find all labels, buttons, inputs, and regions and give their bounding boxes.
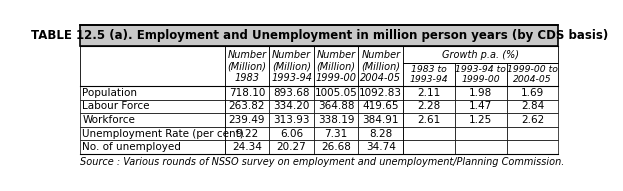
Bar [269,140,314,154]
Bar [506,127,558,140]
Text: 893.68: 893.68 [273,88,310,98]
Bar [314,113,358,127]
Bar [403,86,455,100]
Text: 34.74: 34.74 [366,142,396,152]
Text: 338.19: 338.19 [318,115,354,125]
Text: 313.93: 313.93 [273,115,310,125]
Text: Number
(Million)
2004-05: Number (Million) 2004-05 [360,50,401,83]
Text: Number
(Million)
1993-94: Number (Million) 1993-94 [271,50,312,83]
Text: 2.11: 2.11 [417,88,440,98]
Text: 26.68: 26.68 [321,142,351,152]
Bar [455,140,506,154]
Bar [358,86,403,100]
Bar [403,127,455,140]
Bar [224,113,269,127]
Text: 6.06: 6.06 [280,129,303,138]
Bar [314,100,358,113]
Text: 1.25: 1.25 [469,115,492,125]
Bar [314,46,358,86]
Text: 9.22: 9.22 [235,129,259,138]
Bar [269,46,314,86]
Bar [269,86,314,100]
Text: 364.88: 364.88 [318,101,354,112]
Text: 239.49: 239.49 [229,115,265,125]
Bar [358,127,403,140]
Text: 1092.83: 1092.83 [359,88,402,98]
Text: Workforce: Workforce [82,115,135,125]
Text: Source : Various rounds of NSSO survey on employment and unemployment/Planning C: Source : Various rounds of NSSO survey o… [80,157,564,167]
Text: 2.62: 2.62 [521,115,544,125]
Bar [80,86,224,100]
Bar [80,127,224,140]
Bar [358,113,403,127]
Bar [403,113,455,127]
Bar [80,46,224,86]
Text: 20.27: 20.27 [277,142,307,152]
Text: Population: Population [82,88,137,98]
Bar [455,113,506,127]
Text: Number
(Million)
1999-00: Number (Million) 1999-00 [316,50,356,83]
Bar [455,100,506,113]
Bar [224,46,269,86]
Bar [80,25,558,46]
Text: 718.10: 718.10 [229,88,265,98]
Text: TABLE 12.5 (a). Employment and Unemployment in million person years (by CDS basi: TABLE 12.5 (a). Employment and Unemploym… [31,29,608,42]
Bar [314,140,358,154]
Bar [224,127,269,140]
Text: 1999-00 to
2004-05: 1999-00 to 2004-05 [507,65,558,84]
Text: Labour Force: Labour Force [82,101,150,112]
Bar [80,100,224,113]
Text: 1005.05: 1005.05 [315,88,358,98]
Bar [455,127,506,140]
Bar [358,140,403,154]
Bar [224,140,269,154]
Bar [358,100,403,113]
Bar [224,86,269,100]
Bar [506,140,558,154]
Text: No. of unemployed: No. of unemployed [82,142,181,152]
Text: 1.47: 1.47 [469,101,492,112]
Bar [269,100,314,113]
Text: 2.28: 2.28 [417,101,440,112]
Bar [403,46,558,63]
Bar [314,86,358,100]
Text: 1.69: 1.69 [521,88,544,98]
Bar [403,140,455,154]
Bar [358,46,403,86]
Text: 1983 to
1993-94: 1983 to 1993-94 [410,65,449,84]
Bar [224,100,269,113]
Text: 2.84: 2.84 [521,101,544,112]
Bar [403,100,455,113]
Bar [314,127,358,140]
Bar [80,113,224,127]
Text: 419.65: 419.65 [363,101,399,112]
Bar [455,86,506,100]
Text: Unemployment Rate (per cent): Unemployment Rate (per cent) [82,129,244,138]
Bar [80,140,224,154]
Text: 1993-94 to
1999-00: 1993-94 to 1999-00 [455,65,506,84]
Text: 2.61: 2.61 [417,115,440,125]
Text: 263.82: 263.82 [229,101,265,112]
Text: 8.28: 8.28 [369,129,392,138]
Text: 384.91: 384.91 [363,115,399,125]
Bar [269,113,314,127]
Bar [403,63,455,86]
Bar [269,127,314,140]
Bar [506,100,558,113]
Text: 1.98: 1.98 [469,88,492,98]
Bar [506,63,558,86]
Bar [455,63,506,86]
Text: Number
(Million)
1983: Number (Million) 1983 [227,50,267,83]
Bar [506,86,558,100]
Text: 7.31: 7.31 [325,129,348,138]
Text: Growth p.a. (%): Growth p.a. (%) [442,50,519,60]
Bar [506,113,558,127]
Text: 334.20: 334.20 [273,101,310,112]
Text: 24.34: 24.34 [232,142,262,152]
